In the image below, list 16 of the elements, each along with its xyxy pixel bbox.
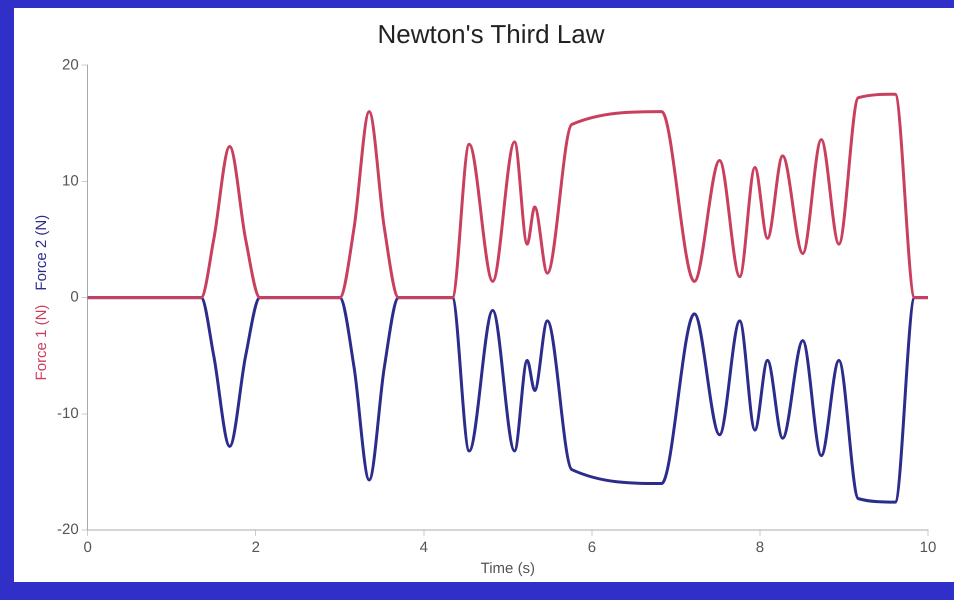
x-tick-label: 0 — [84, 539, 92, 556]
line-series — [88, 92, 928, 300]
x-axis-title: Time (s) — [480, 560, 536, 578]
text: Force 2 (N) — [33, 214, 50, 291]
y-tick-label: 0 — [70, 288, 79, 306]
x-tick-label: 4 — [420, 539, 428, 556]
text: Force 1 (N) — [33, 304, 50, 380]
x-tick-label: 2 — [252, 539, 260, 556]
x-tick-label: 10 — [920, 539, 936, 556]
y-tick-label: 10 — [62, 172, 79, 190]
y-tick-label: -20 — [56, 521, 79, 538]
chart-title: Newton's Third Law — [377, 18, 605, 49]
y-tick-label: -10 — [56, 404, 79, 422]
x-tick-label: 6 — [588, 539, 596, 556]
x-tick-label: 8 — [756, 539, 764, 556]
y-tick-label: 20 — [62, 56, 79, 74]
